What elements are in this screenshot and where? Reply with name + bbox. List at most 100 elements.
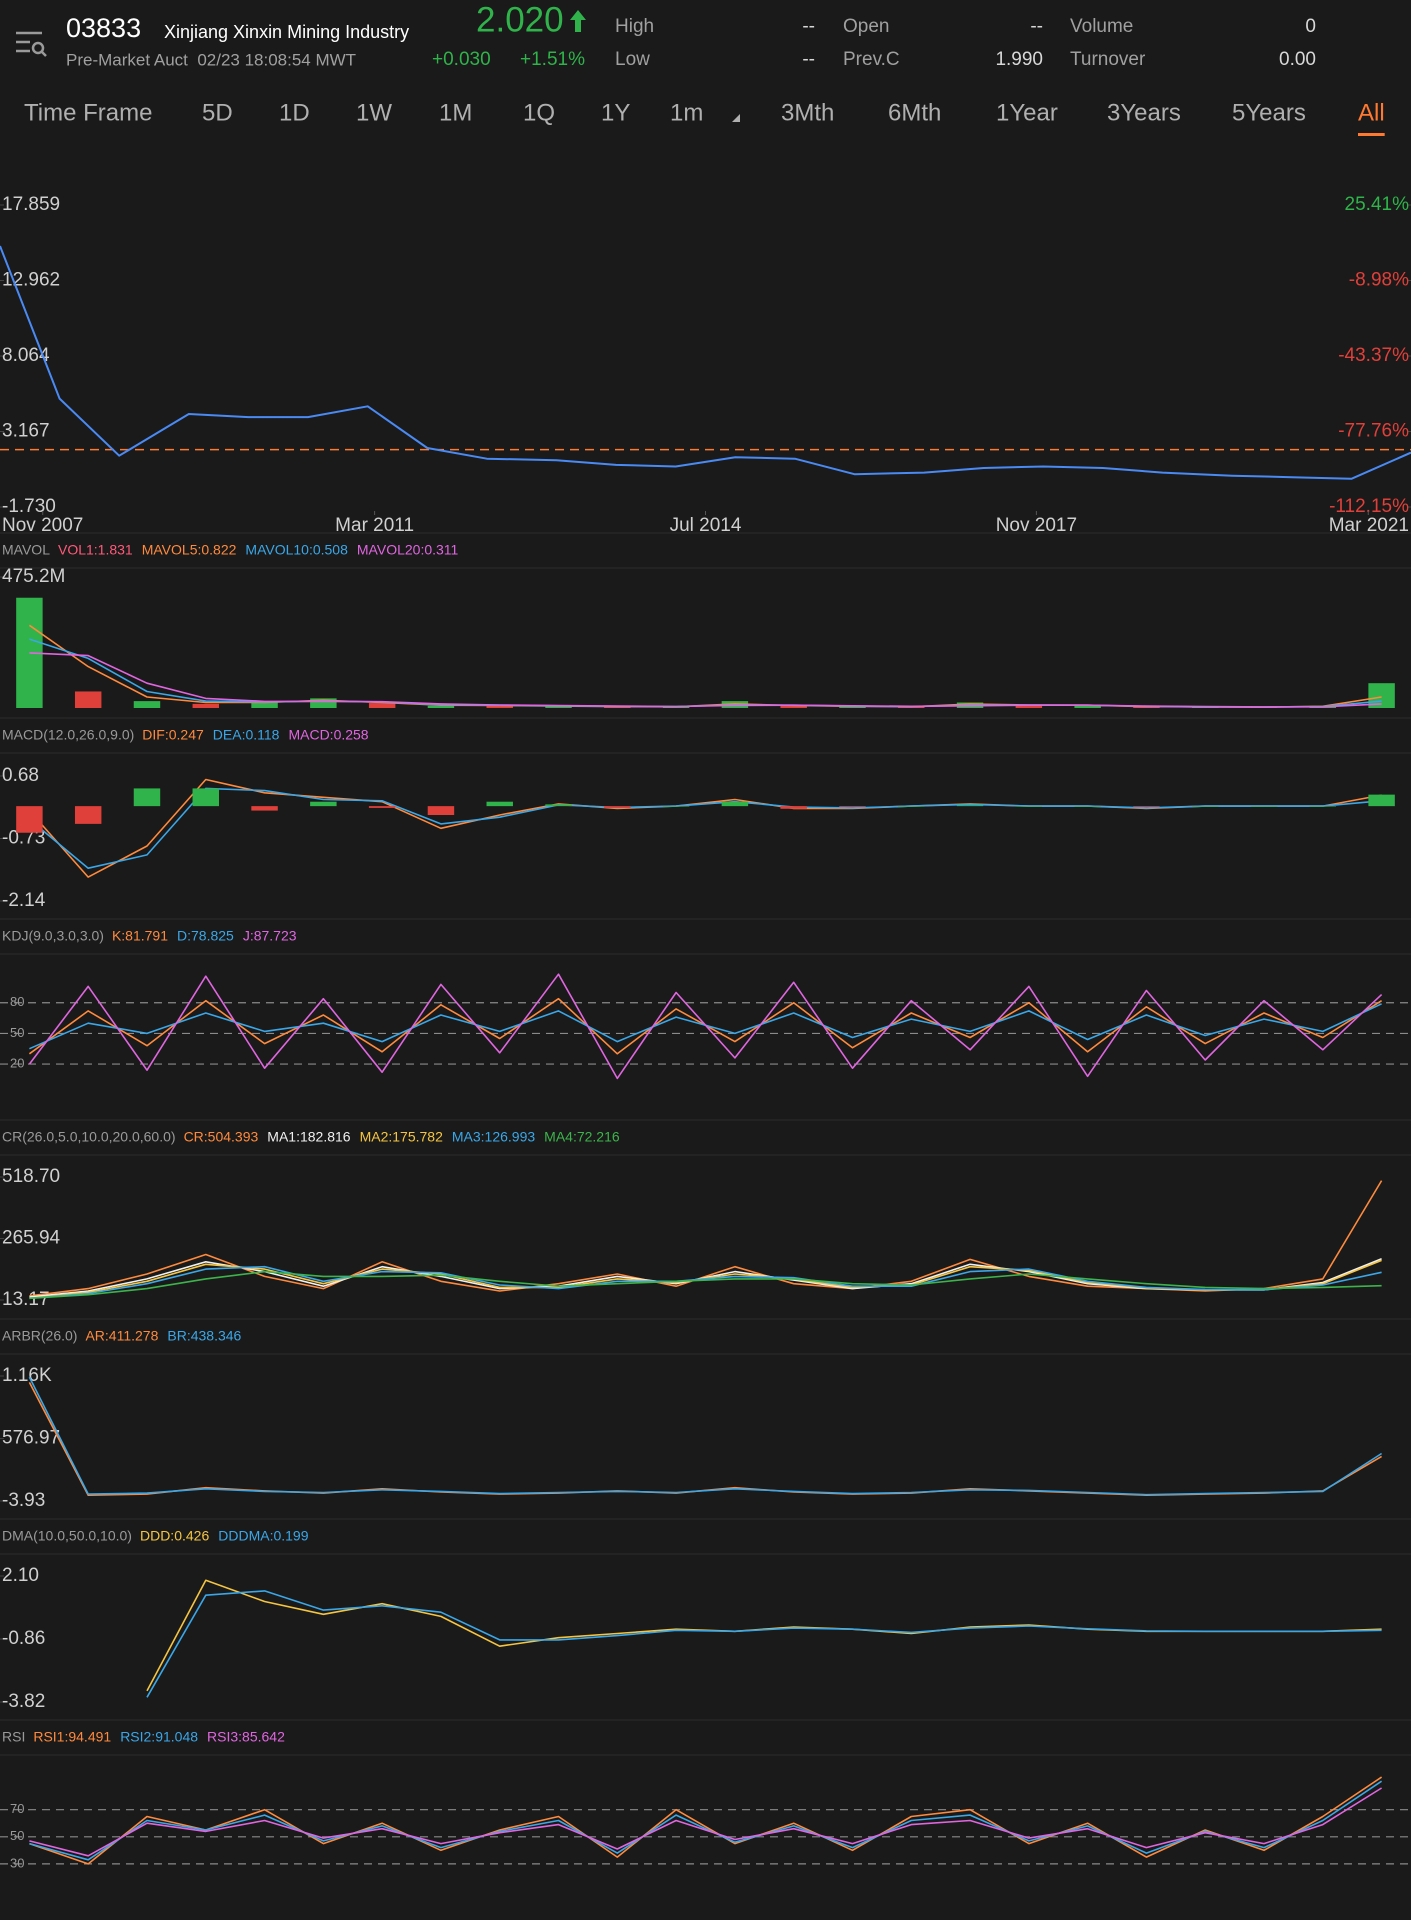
market-status: Pre-Market Auct 02/23 18:08:54 MWT bbox=[66, 50, 356, 69]
tab[interactable]: 1M bbox=[439, 99, 472, 126]
tab[interactable]: 1W bbox=[356, 99, 392, 126]
bar bbox=[839, 806, 866, 808]
legend-entry: MA2:175.782 bbox=[360, 1129, 443, 1145]
bar bbox=[721, 801, 749, 807]
y-tick-label: -0.73 bbox=[2, 828, 45, 849]
bar bbox=[545, 706, 572, 708]
legend-entry: D:78.825 bbox=[177, 928, 234, 944]
dropdown-caret bbox=[732, 114, 740, 122]
bar bbox=[133, 701, 161, 708]
y-tick-label: 80 bbox=[10, 994, 24, 1009]
bar bbox=[1133, 706, 1160, 708]
y-tick-label: 70 bbox=[10, 1801, 24, 1816]
y2-tick-label: 25.41% bbox=[1345, 194, 1410, 215]
indicator-panel: CR(26.0,5.0,10.0,20.0,60.0) CR:504.393 MA1… bbox=[0, 1119, 1411, 1310]
y-tick-label: 1.16K bbox=[2, 1365, 52, 1386]
bar bbox=[74, 691, 102, 708]
indicator-title: MAVOL bbox=[2, 542, 50, 558]
tab[interactable]: 3Years bbox=[1107, 99, 1181, 126]
stock-code: 03833 bbox=[66, 13, 141, 43]
bar bbox=[1309, 806, 1337, 807]
x-tick-label: Nov 2017 bbox=[996, 515, 1077, 536]
series-line bbox=[29, 652, 1382, 708]
bar bbox=[545, 804, 572, 807]
indicator-panel: ARBR(26.0) AR:411.278 BR:438.346 1.16K 576.9… bbox=[0, 1318, 1411, 1511]
y-tick-label: 17.859 bbox=[2, 194, 60, 215]
y-tick-label: 12.962 bbox=[2, 270, 60, 291]
x-tick-label: Jul 2014 bbox=[670, 515, 742, 536]
tab[interactable]: 3Mth bbox=[781, 99, 834, 126]
x-tick-label: Mar 2011 bbox=[335, 515, 414, 536]
legend-entry: MAVOL20:0.311 bbox=[357, 542, 459, 558]
bar bbox=[251, 806, 278, 811]
stat-value: 1.990 bbox=[995, 49, 1043, 70]
legend-entry: DEA:0.118 bbox=[213, 727, 280, 743]
x-tick-label: Mar 2021 bbox=[1329, 515, 1409, 536]
tab[interactable]: 6Mth bbox=[888, 99, 941, 126]
stat-label: Volume bbox=[1070, 16, 1133, 37]
tabs: 5D 1D 1W 1M 1Q 1Y 1m 3Mth 6Mth 1Year 3Years 5Years A… bbox=[202, 99, 1385, 136]
series-line bbox=[146, 1590, 1382, 1698]
indicator-title: KDJ(9.0,3.0,3.0) bbox=[2, 928, 104, 944]
legend-entry: VOL1:1.831 bbox=[58, 542, 133, 558]
bar bbox=[662, 806, 690, 807]
series-line bbox=[29, 1265, 1382, 1300]
bar bbox=[1074, 806, 1101, 807]
time-frame-label: Time Frame bbox=[24, 99, 152, 126]
bar bbox=[251, 702, 278, 708]
stats: High -- Low -- Open -- Prev.C 1.990 Volume 0 Turno… bbox=[615, 16, 1316, 70]
charts: 17.859 12.962 8.064 3.167 -1.730 25.41% -8.98%… bbox=[0, 194, 1411, 1870]
menu-icon[interactable] bbox=[16, 31, 47, 57]
legend-entry: DDDMA:0.199 bbox=[218, 1528, 308, 1544]
legend-entry: RSI3:85.642 bbox=[207, 1729, 285, 1745]
y-tick-label: 475.2M bbox=[2, 566, 65, 587]
bar bbox=[368, 703, 396, 708]
stat-value: -- bbox=[802, 49, 815, 70]
tab[interactable]: 1Year bbox=[996, 99, 1058, 126]
series-line bbox=[29, 1270, 1382, 1300]
series-line bbox=[28, 1376, 1383, 1496]
series-line bbox=[28, 973, 1383, 1080]
y-tick-label: -1.730 bbox=[2, 496, 56, 517]
bar bbox=[192, 703, 219, 708]
tab[interactable]: All bbox=[1358, 99, 1385, 126]
stat-label: Low bbox=[615, 49, 650, 70]
indicator-panel: RSI RSI1:94.491 RSI2:91.048 RSI3:85.642 70 50… bbox=[0, 1719, 1411, 1870]
price-change: +0.030 bbox=[432, 49, 491, 70]
tab[interactable]: 5Years bbox=[1232, 99, 1306, 126]
bar bbox=[427, 806, 455, 816]
bar bbox=[1133, 806, 1160, 808]
tab[interactable]: 1Y bbox=[601, 99, 630, 126]
tab[interactable]: 1D bbox=[279, 99, 310, 126]
y-tick-label: 8.064 bbox=[2, 345, 50, 366]
y-tick-label: 13.17 bbox=[2, 1289, 50, 1310]
y-tick-label: -0.86 bbox=[2, 1628, 45, 1649]
y2-tick-label: -43.37% bbox=[1338, 345, 1409, 366]
stat-label: Turnover bbox=[1070, 49, 1146, 70]
y-tick-label: -3.93 bbox=[2, 1490, 45, 1511]
bar bbox=[1192, 806, 1219, 807]
stat-value: -- bbox=[1030, 16, 1043, 37]
y-tick-label: 50 bbox=[10, 1828, 24, 1843]
tab[interactable]: 1Q bbox=[523, 99, 555, 126]
y2-tick-label: -8.98% bbox=[1349, 270, 1409, 291]
indicator-title: CR(26.0,5.0,10.0,20.0,60.0) bbox=[2, 1129, 176, 1145]
bar bbox=[898, 806, 925, 807]
price-change-percent: +1.51% bbox=[520, 49, 585, 70]
bar bbox=[1074, 704, 1101, 708]
series-line bbox=[29, 1776, 1383, 1865]
bar bbox=[780, 806, 807, 809]
indicator-title: RSI bbox=[2, 1729, 25, 1745]
bar bbox=[780, 705, 807, 708]
indicator-panel: MAVOL VOL1:1.831 MAVOL5:0.822 MAVOL10:0.508… bbox=[0, 532, 1411, 708]
tab-underline bbox=[1358, 133, 1385, 136]
bar bbox=[310, 698, 337, 708]
tab[interactable]: 5D bbox=[202, 99, 233, 126]
legend-entry: CR:504.393 bbox=[184, 1129, 259, 1145]
stock-name: Xinjiang Xinxin Mining Industry bbox=[164, 22, 409, 42]
legend-entry: RSI2:91.048 bbox=[120, 1729, 198, 1745]
legend-entry: MACD:0.258 bbox=[288, 727, 368, 743]
tab[interactable]: 1m bbox=[670, 99, 703, 126]
